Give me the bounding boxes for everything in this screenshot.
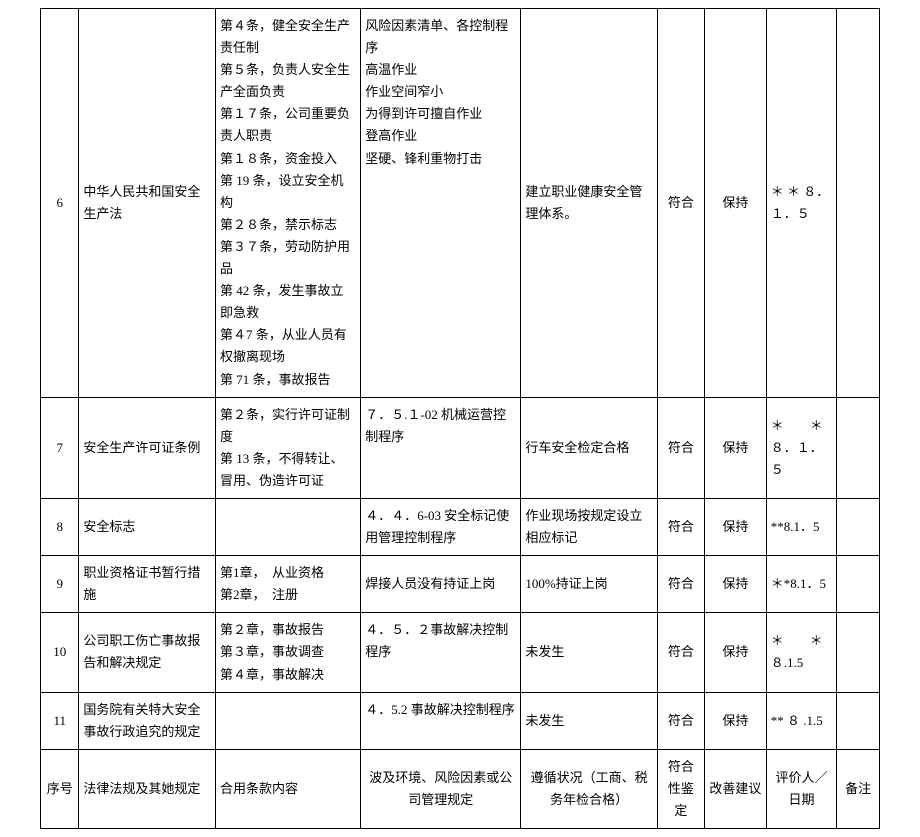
- header-regulation: 法律法规及其她规定: [79, 749, 216, 828]
- compliance-status: 100%持证上岗: [521, 556, 658, 613]
- evaluator: **8.1．5: [766, 498, 836, 555]
- risk-factor: ４．5.2 事故解决控制程序: [361, 692, 521, 749]
- conformity: 符合: [657, 498, 704, 555]
- remark: [837, 613, 880, 692]
- row-number: 6: [41, 9, 79, 398]
- conformity: 符合: [657, 613, 704, 692]
- suggestion: 保持: [704, 9, 766, 398]
- header-remark: 备注: [837, 749, 880, 828]
- header-evaluator: 评价人／日期: [766, 749, 836, 828]
- table-header-row: 序号法律法规及其她规定合用条款内容波及环境、风险因素或公司管理规定遵循状况（工商…: [41, 749, 880, 828]
- regulation-table: 6中华人民共和国安全生产法第４条，健全安全生产责任制 第５条，负责人安全生产全面…: [40, 8, 880, 829]
- header-clause: 合用条款内容: [216, 749, 361, 828]
- table-row: 10公司职工伤亡事故报告和解决规定第２章，事故报告 第３章，事故调查 第４章，事…: [41, 613, 880, 692]
- regulation-name: 公司职工伤亡事故报告和解决规定: [79, 613, 216, 692]
- regulation-name: 职业资格证书暂行措施: [79, 556, 216, 613]
- conformity: 符合: [657, 9, 704, 398]
- suggestion: 保持: [704, 397, 766, 498]
- row-number: 10: [41, 613, 79, 692]
- conformity: 符合: [657, 556, 704, 613]
- suggestion: 保持: [704, 692, 766, 749]
- header-compliance: 遵循状况（工商、税务年检合格）: [521, 749, 658, 828]
- risk-factor: ４．４．6-03 安全标记使用管理控制程序: [361, 498, 521, 555]
- risk-factor: 风险因素清单、各控制程序 高温作业 作业空间窄小 为得到许可擅自作业 登高作业 …: [361, 9, 521, 398]
- risk-factor: ７．５.１-02 机械运营控制程序: [361, 397, 521, 498]
- table-row: 11国务院有关特大安全事故行政追究的规定 ４．5.2 事故解决控制程序未发生符合保…: [41, 692, 880, 749]
- suggestion: 保持: [704, 556, 766, 613]
- header-risk: 波及环境、风险因素或公司管理规定: [361, 749, 521, 828]
- remark: [837, 397, 880, 498]
- compliance-status: 作业现场按规定设立相应标记: [521, 498, 658, 555]
- row-number: 8: [41, 498, 79, 555]
- regulation-name: 国务院有关特大安全事故行政追究的规定: [79, 692, 216, 749]
- header-number: 序号: [41, 749, 79, 828]
- row-number: 7: [41, 397, 79, 498]
- row-number: 11: [41, 692, 79, 749]
- clause-content: 第２章，事故报告 第３章，事故调查 第４章，事故解决: [216, 613, 361, 692]
- clause-content: 第４条，健全安全生产责任制 第５条，负责人安全生产全面负责 第１７条，公司重要负…: [216, 9, 361, 398]
- table-row: 9职业资格证书暂行措施第1章， 从业资格 第2章， 注册焊接人员没有持证上岗10…: [41, 556, 880, 613]
- table-row: 6中华人民共和国安全生产法第４条，健全安全生产责任制 第５条，负责人安全生产全面…: [41, 9, 880, 398]
- evaluator: ＊ ＊８．１．５: [766, 397, 836, 498]
- evaluator: ** ８ .1.5: [766, 692, 836, 749]
- suggestion: 保持: [704, 498, 766, 555]
- evaluator: ＊ ＊８.1.5: [766, 613, 836, 692]
- evaluator: ＊*8.1．5: [766, 556, 836, 613]
- evaluator: ＊ ＊ ８．１．５: [766, 9, 836, 398]
- remark: [837, 9, 880, 398]
- regulation-name: 安全标志: [79, 498, 216, 555]
- remark: [837, 692, 880, 749]
- clause-content: [216, 498, 361, 555]
- regulation-name: 中华人民共和国安全生产法: [79, 9, 216, 398]
- conformity: 符合: [657, 397, 704, 498]
- regulation-name: 安全生产许可证条例: [79, 397, 216, 498]
- remark: [837, 556, 880, 613]
- table-row: 8安全标志 ４．４．6-03 安全标记使用管理控制程序作业现场按规定设立相应标记符…: [41, 498, 880, 555]
- remark: [837, 498, 880, 555]
- row-number: 9: [41, 556, 79, 613]
- table-row: 7安全生产许可证条例第２条，实行许可证制度 第 13 条，不得转让、冒用、伪造许…: [41, 397, 880, 498]
- suggestion: 保持: [704, 613, 766, 692]
- clause-content: 第1章， 从业资格 第2章， 注册: [216, 556, 361, 613]
- compliance-status: 建立职业健康安全管理体系。: [521, 9, 658, 398]
- compliance-status: 行车安全检定合格: [521, 397, 658, 498]
- compliance-status: 未发生: [521, 692, 658, 749]
- clause-content: 第２条，实行许可证制度 第 13 条，不得转让、冒用、伪造许可证: [216, 397, 361, 498]
- header-suggestion: 改善建议: [704, 749, 766, 828]
- conformity: 符合: [657, 692, 704, 749]
- clause-content: [216, 692, 361, 749]
- risk-factor: ４．５．２事故解决控制程序: [361, 613, 521, 692]
- compliance-status: 未发生: [521, 613, 658, 692]
- header-conformity: 符合性鉴定: [657, 749, 704, 828]
- risk-factor: 焊接人员没有持证上岗: [361, 556, 521, 613]
